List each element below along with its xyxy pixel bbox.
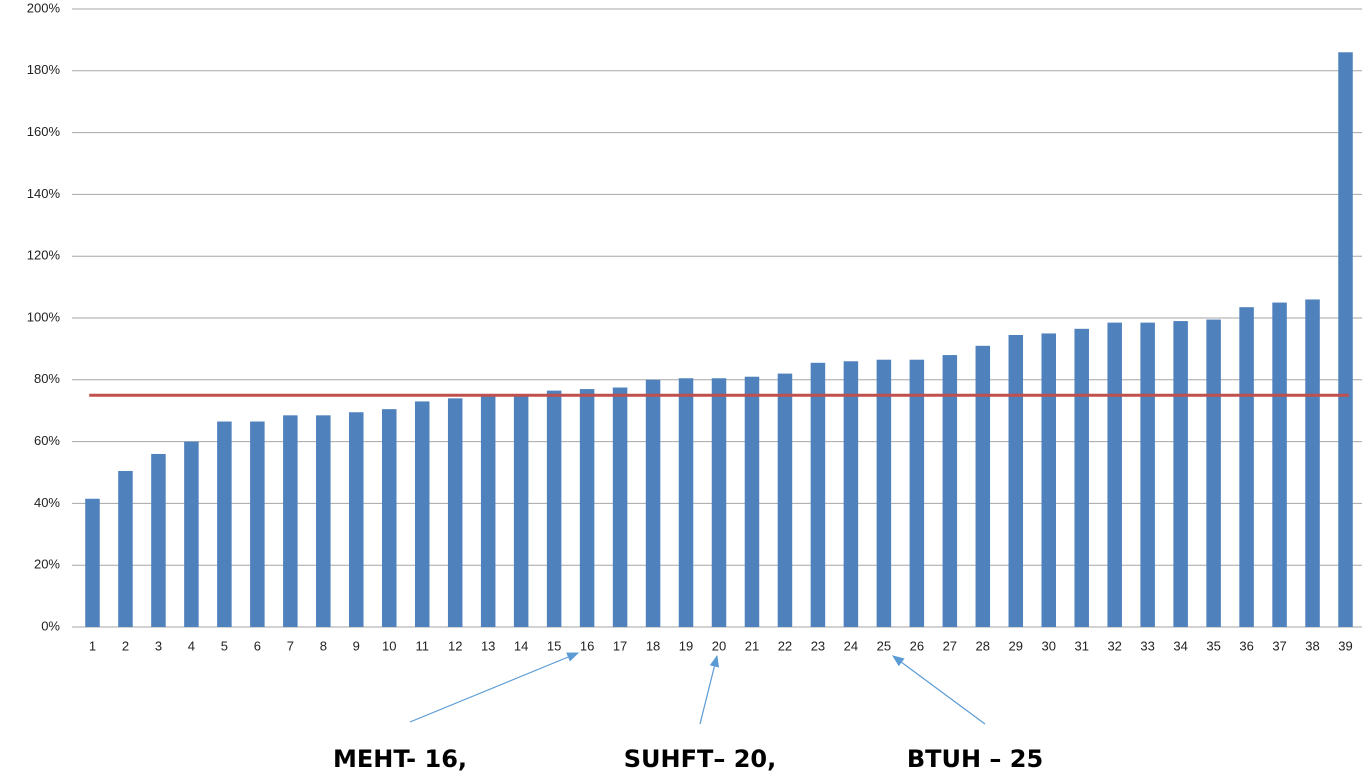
bar <box>711 378 727 627</box>
x-tick-label: 8 <box>320 638 327 653</box>
bar <box>1140 322 1155 627</box>
bar <box>1107 322 1122 627</box>
x-tick-label: 15 <box>547 638 561 653</box>
annotation: BTUH – 25 <box>907 745 1043 773</box>
bar <box>480 395 496 627</box>
y-tick-label: 0% <box>41 618 60 633</box>
x-tick-label: 11 <box>415 638 429 653</box>
bar <box>1305 299 1320 627</box>
bar <box>1173 321 1188 627</box>
bar <box>151 453 166 627</box>
y-tick-label: 160% <box>27 124 61 139</box>
x-tick-label: 5 <box>221 638 228 653</box>
x-tick-label: 31 <box>1074 638 1088 653</box>
y-tick-label: 40% <box>34 495 60 510</box>
x-tick-label: 38 <box>1305 638 1319 653</box>
annotation: SUHFT– 20, <box>624 745 777 773</box>
x-tick-label: 3 <box>155 638 162 653</box>
x-tick-label: 7 <box>287 638 294 653</box>
x-tick-label: 21 <box>745 638 759 653</box>
x-tick-label: 1 <box>89 638 96 653</box>
y-tick-label: 120% <box>27 248 61 263</box>
y-tick-label: 140% <box>27 186 61 201</box>
x-tick-label: 27 <box>943 638 957 653</box>
bar <box>942 355 958 627</box>
bar <box>909 359 925 627</box>
x-tick-label: 29 <box>1009 638 1023 653</box>
x-tick-label: 24 <box>844 638 858 653</box>
bar <box>316 415 331 627</box>
bar <box>678 378 694 627</box>
bar <box>645 379 661 627</box>
x-tick-label: 22 <box>778 638 792 653</box>
x-tick-label: 20 <box>712 638 726 653</box>
bar <box>513 395 529 627</box>
x-tick-label: 18 <box>646 638 660 653</box>
bar <box>1239 307 1254 627</box>
bar <box>349 412 364 627</box>
x-tick-label: 34 <box>1173 638 1187 653</box>
x-tick-label: 28 <box>976 638 990 653</box>
bar <box>579 389 595 627</box>
y-tick-label: 60% <box>34 433 60 448</box>
bar <box>447 398 463 627</box>
x-tick-label: 23 <box>811 638 825 653</box>
x-tick-label: 32 <box>1107 638 1121 653</box>
bar <box>283 415 298 627</box>
bar <box>85 498 100 627</box>
x-tick-label: 35 <box>1206 638 1220 653</box>
x-tick-label: 17 <box>613 638 627 653</box>
bar <box>975 345 991 627</box>
x-tick-label: 13 <box>481 638 495 653</box>
bar <box>1008 334 1024 627</box>
bar <box>1206 319 1221 627</box>
x-tick-label: 14 <box>514 638 528 653</box>
annotation-arrows <box>409 652 986 725</box>
bar <box>612 387 628 627</box>
bar <box>843 361 859 627</box>
bar <box>1338 52 1353 627</box>
x-tick-label: 25 <box>877 638 891 653</box>
x-tick-label: 10 <box>382 638 396 653</box>
arrow <box>892 655 986 725</box>
bar <box>118 470 133 627</box>
x-tick-label: 9 <box>353 638 360 653</box>
x-tick-label: 39 <box>1338 638 1352 653</box>
bar <box>810 362 826 627</box>
y-tick-label: 80% <box>34 371 60 386</box>
bar <box>184 441 199 627</box>
bar <box>876 359 892 627</box>
bar <box>217 421 232 627</box>
x-tick-label: 12 <box>448 638 462 653</box>
y-tick-label: 200% <box>27 0 61 15</box>
x-tick-label: 26 <box>910 638 924 653</box>
bar <box>1272 302 1287 627</box>
arrow <box>409 652 580 723</box>
x-tick-label: 4 <box>188 638 195 653</box>
bar <box>250 421 265 627</box>
arrow <box>699 654 720 725</box>
bar <box>382 409 397 627</box>
x-tick-label: 33 <box>1140 638 1154 653</box>
x-tick-label: 19 <box>679 638 693 653</box>
bar <box>744 376 760 627</box>
annotation: MEHT- 16, <box>333 745 467 773</box>
x-tick-label: 36 <box>1239 638 1253 653</box>
bar <box>1074 328 1089 627</box>
y-tick-label: 20% <box>34 557 60 572</box>
x-tick-label: 37 <box>1272 638 1286 653</box>
x-tick-label: 2 <box>122 638 129 653</box>
y-tick-label: 100% <box>27 309 61 324</box>
bar <box>546 390 562 627</box>
x-tick-label: 30 <box>1042 638 1056 653</box>
bar <box>1041 333 1056 627</box>
bar <box>414 401 430 627</box>
y-tick-label: 180% <box>27 62 61 77</box>
x-tick-label: 16 <box>580 638 594 653</box>
bar <box>777 373 793 627</box>
x-tick-label: 6 <box>254 638 261 653</box>
